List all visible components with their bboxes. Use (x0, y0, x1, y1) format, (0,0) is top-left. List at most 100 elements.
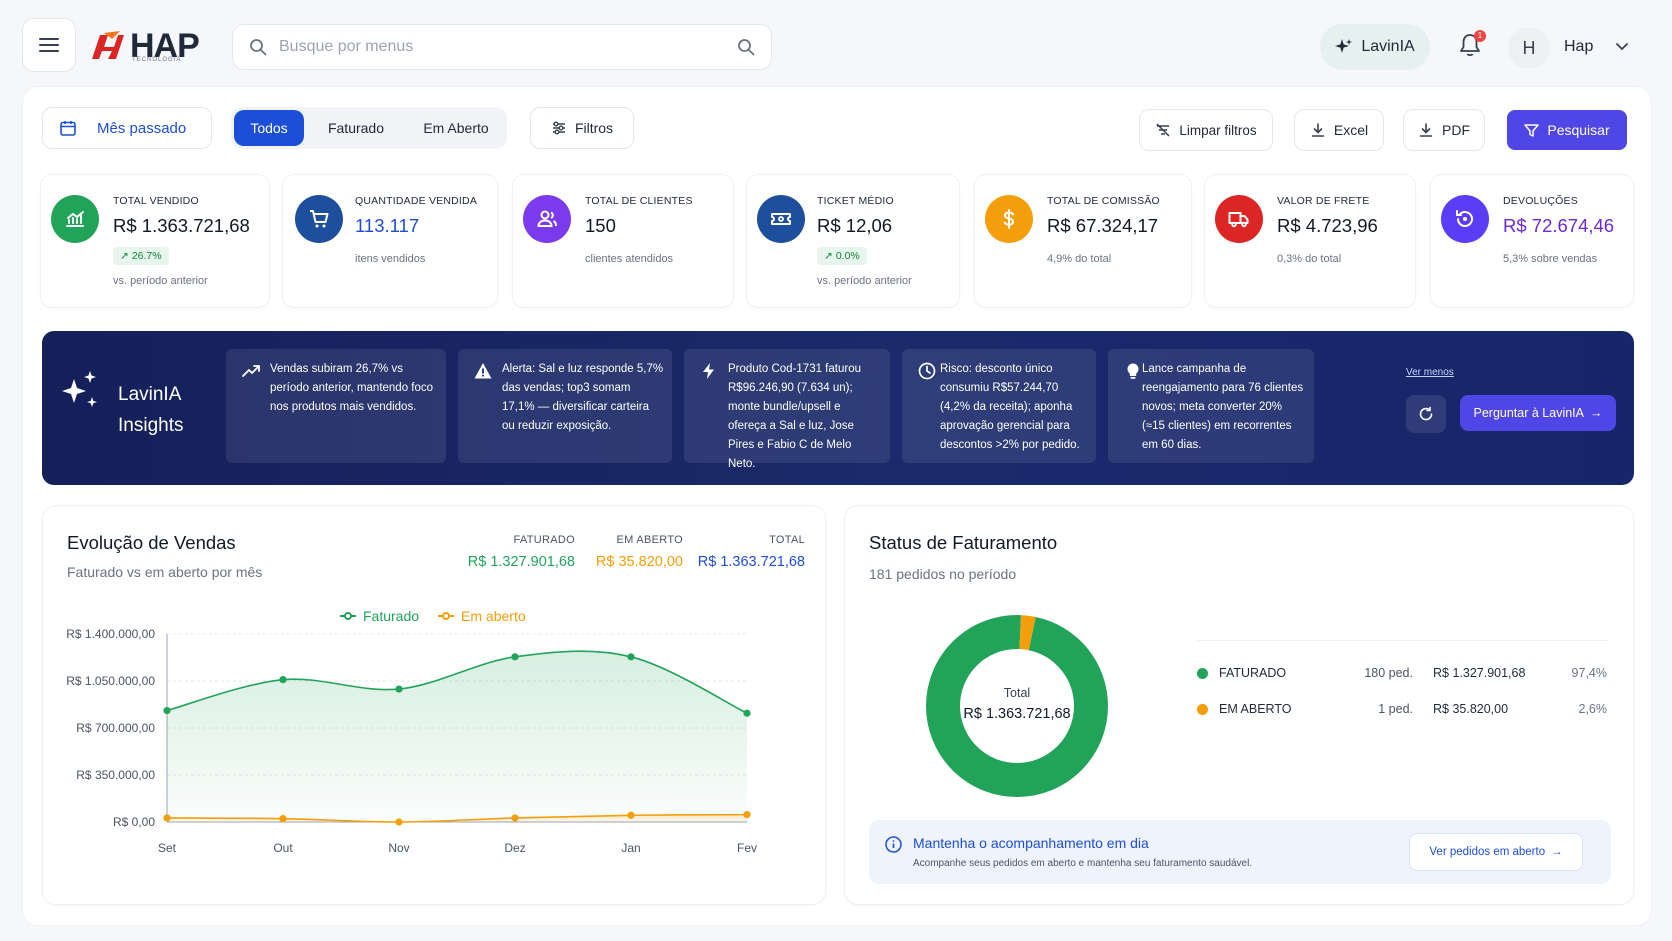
period-picker[interactable]: Mês passado (42, 107, 212, 149)
truck-icon (1215, 195, 1263, 243)
series-line (166, 813, 748, 823)
clear-filters-label: Limpar filtros (1179, 122, 1257, 138)
filters-button[interactable]: Filtros (530, 107, 634, 149)
ask-lavinia-label: Perguntar à LavinIA (1473, 406, 1585, 420)
kpi-value: R$ 1.363.721,68 (113, 215, 250, 236)
search-box[interactable] (232, 24, 772, 70)
menu-button[interactable] (22, 18, 76, 72)
kpi-label: TOTAL DE COMISSÃO (1047, 195, 1160, 207)
insight-text: Lance campanha de reengajamento para 76 … (1142, 363, 1304, 451)
status-row-faturado[interactable]: FATURADO 180 ped. R$ 1.327.901,68 97,4% (1197, 658, 1607, 688)
legend-label: Faturado (363, 608, 420, 624)
kpi-value: 113.117 (355, 215, 420, 236)
segment-em-aberto[interactable]: Em Aberto (423, 120, 489, 136)
brand-logo[interactable]: HAP TECNOLOGIA (90, 26, 200, 66)
legend-em-aberto[interactable]: Em aberto (437, 608, 526, 624)
search-input[interactable] (279, 38, 725, 56)
insight-card[interactable]: Risco: desconto único consumiu R$57.244,… (902, 349, 1096, 463)
insight-card[interactable]: Produto Cod-1731 faturou R$96.246,90 (7.… (684, 349, 890, 470)
insight-card[interactable]: Vendas subiram 26,7% vs período anterior… (226, 349, 446, 463)
legend-line-marker (340, 612, 356, 620)
trend-up-icon: ↗ (824, 250, 833, 262)
data-point (279, 815, 287, 823)
lavinia-button[interactable]: LavinIA (1320, 24, 1430, 70)
kpi-label: TICKET MÉDIO (817, 195, 894, 207)
kpi-badge-value: 0.0% (835, 250, 860, 262)
open-orders-button[interactable]: Ver pedidos em aberto → (1409, 833, 1583, 871)
kpi-change-badge: ↗ 26.7% (113, 247, 169, 265)
user-name[interactable]: Hap (1564, 38, 1594, 55)
status-row-em-aberto[interactable]: EM ABERTO 1 ped. R$ 35.820,00 2,6% (1197, 694, 1607, 724)
x-tick-label: Jan (621, 841, 640, 855)
total-value: R$ 35.820,00 (595, 554, 683, 570)
panel-title: Status de Faturamento (869, 532, 1058, 553)
users-icon (523, 195, 571, 243)
search-submit-button[interactable]: Pesquisar (1507, 110, 1627, 150)
status-label: EM ABERTO (1219, 702, 1292, 716)
donut-center-value: R$ 1.363.721,68 (963, 706, 1071, 722)
panel-subtitle: 181 pedidos no período (869, 566, 1017, 582)
insights-title-line2: Insights (118, 415, 184, 436)
refresh-icon (1419, 406, 1433, 421)
y-tick-label: R$ 350.000,00 (76, 768, 155, 782)
segment-todos[interactable]: Todos (234, 110, 304, 146)
search-submit-icon[interactable] (737, 38, 755, 56)
pdf-export-button[interactable]: PDF (1403, 109, 1485, 151)
insights-title: LavinIA Insights (118, 379, 183, 441)
data-point (279, 676, 287, 684)
total-value: R$ 1.363.721,68 (697, 554, 805, 570)
excel-export-button[interactable]: Excel (1294, 109, 1384, 151)
kpi-subtext: vs. período anterior (113, 275, 208, 287)
logo-subtext: TECNOLOGIA (132, 57, 182, 63)
status-label: FATURADO (1219, 666, 1287, 680)
kpi-card-commission: TOTAL DE COMISSÃO R$ 67.324,17 4,9% do t… (974, 174, 1192, 308)
y-tick-label: R$ 0,00 (113, 815, 155, 829)
x-tick-label: Out (273, 841, 293, 855)
notifications-button[interactable]: 1 (1458, 30, 1486, 60)
kpi-label: VALOR DE FRETE (1277, 195, 1370, 207)
insight-card[interactable]: Lance campanha de reengajamento para 76 … (1108, 349, 1314, 463)
kpi-subtext: 5,3% sobre vendas (1503, 253, 1598, 265)
kpi-card-clients: TOTAL DE CLIENTES 150 clientes atendidos (512, 174, 734, 308)
hamburger-icon (39, 38, 59, 52)
search-icon (250, 39, 267, 56)
legend-label: Em aberto (461, 608, 526, 624)
cart-icon (295, 195, 343, 243)
status-dot (1197, 703, 1208, 715)
chevron-down-icon[interactable] (1614, 38, 1630, 54)
return-icon (1441, 195, 1489, 243)
donut-slice[interactable] (926, 615, 1108, 797)
total-geral: TOTAL R$ 1.363.721,68 (698, 534, 805, 570)
data-point (163, 706, 171, 715)
legend-divider (1197, 640, 1607, 641)
series-area (167, 651, 747, 822)
insight-text: Vendas subiram 26,7% vs período anterior… (270, 363, 434, 413)
data-point (163, 814, 171, 822)
avatar[interactable]: H (1508, 27, 1550, 69)
see-less-link[interactable]: Ver menos (1406, 367, 1454, 378)
insight-card[interactable]: Alerta: Sal e luz responde 5,7% das vend… (458, 349, 672, 463)
clear-filters-button[interactable]: Limpar filtros (1139, 109, 1273, 151)
sliders-icon (552, 121, 565, 135)
data-point (743, 709, 751, 717)
filters-label: Filtros (574, 120, 614, 136)
panel-title: Evolução de Vendas (67, 532, 236, 553)
kpi-change-badge: ↗ 0.0% (817, 247, 867, 265)
sales-line-chart: R$ 0,00 R$ 350.000,00 R$ 700.000,00 R$ 1.05… (66, 627, 757, 855)
clear-filter-icon (1156, 123, 1170, 137)
sparkles-icon (62, 371, 97, 407)
total-value: R$ 1.327.901,68 (467, 554, 575, 570)
segment-faturado[interactable]: Faturado (327, 120, 385, 136)
insight-text: Alerta: Sal e luz responde 5,7% das vend… (502, 363, 664, 432)
kpi-badge-value: 26.7% (131, 250, 162, 262)
legend-faturado[interactable]: Faturado (339, 608, 419, 624)
bulb-icon (1127, 363, 1139, 379)
clock-icon (918, 362, 936, 380)
data-point (743, 811, 751, 819)
sales-evolution-panel: Evolução de Vendas Faturado vs em aberto… (42, 505, 826, 905)
ask-lavinia-button[interactable]: Perguntar à LavinIA → (1460, 395, 1616, 431)
pdf-label: PDF (1442, 122, 1470, 138)
total-label: TOTAL (769, 534, 805, 546)
refresh-insights-button[interactable] (1406, 395, 1446, 433)
kpi-label: TOTAL DE CLIENTES (585, 195, 693, 207)
